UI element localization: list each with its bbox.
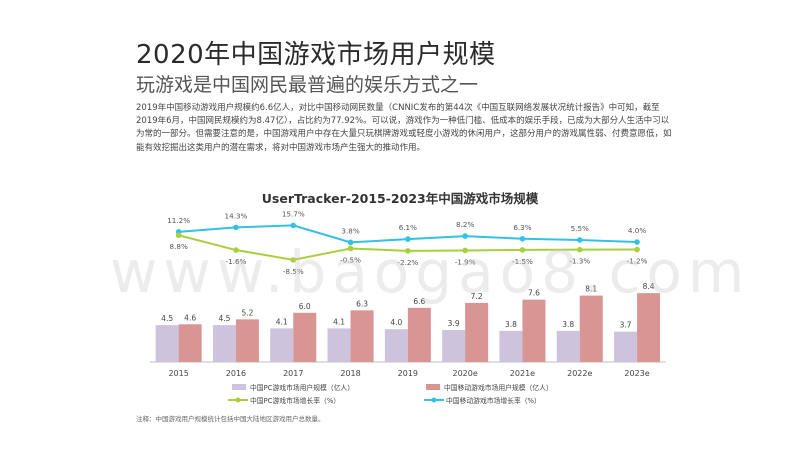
bar-mobile-label: 6.3 <box>356 299 368 308</box>
page-title: 2020年中国游戏市场用户规模 <box>136 40 496 70</box>
pc-rate-label: -2.2% <box>397 258 418 267</box>
bar-pc <box>155 325 179 362</box>
bar-mobile <box>465 302 489 362</box>
bar-pc <box>384 329 408 362</box>
x-tick-label: 2021e <box>510 369 535 378</box>
bar-mobile-label: 4.6 <box>184 313 196 322</box>
bar-pc-label: 4.1 <box>276 317 288 326</box>
mobile-rate-point <box>519 236 526 242</box>
legend-marker-pc-rate <box>235 397 241 403</box>
pc-rate-point <box>233 247 239 253</box>
pc-rate-point <box>634 246 640 253</box>
bar-pc-label: 4.5 <box>218 314 230 323</box>
x-tick-label: 2023e <box>624 369 649 378</box>
bar-pc <box>442 330 466 362</box>
mobile-rate-point <box>405 236 411 242</box>
pc-rate-label: -1.2% <box>627 256 648 265</box>
pc-rate-label: -1.5% <box>512 257 533 266</box>
pc-rate-label: -8.5% <box>283 267 304 276</box>
bar-mobile <box>522 299 546 362</box>
bar-pc <box>212 325 236 362</box>
legend-marker-mobile-rate <box>431 397 437 403</box>
mobile-rate-point <box>634 239 640 245</box>
pc-rate-label: -1.3% <box>569 257 590 266</box>
chart-title: UserTracker-2015-2023年中国游戏市场规模 <box>261 191 539 206</box>
legend-label-pc: 中国PC游戏市场用户规模（亿人） <box>250 383 354 392</box>
bar-mobile <box>293 312 317 362</box>
bar-pc <box>270 328 294 362</box>
legend-label-mobile: 中国移动游戏市场用户规模（亿人） <box>444 383 553 392</box>
x-tick-label: 2020e <box>453 369 478 378</box>
pc-rate-point <box>405 248 411 254</box>
legend-label-pc-rate: 中国PC游戏市场增长率（%） <box>250 396 340 405</box>
bar-mobile-label: 5.2 <box>241 308 253 317</box>
mobile-rate-label: 6.1% <box>399 223 417 232</box>
page-subtitle: 玩游戏是中国网民最普遍的娱乐方式之一 <box>136 74 479 96</box>
bar-mobile-label: 7.6 <box>528 289 540 298</box>
bar-pc <box>614 331 638 362</box>
mobile-rate-label: 4.0% <box>628 226 646 235</box>
bar-pc-label: 4.0 <box>390 318 402 327</box>
bar-mobile-label: 6.0 <box>299 302 311 311</box>
x-tick-label: 2017 <box>283 369 303 378</box>
mobile-rate-point <box>290 222 297 229</box>
pc-rate-label: 8.8% <box>170 242 188 251</box>
x-tick-label: 2018 <box>340 369 360 378</box>
bar-mobile-label: 7.2 <box>471 292 483 301</box>
mobile-rate-point <box>462 233 468 239</box>
bar-pc-label: 4.1 <box>333 317 345 326</box>
bar-mobile <box>579 295 603 362</box>
bar-mobile <box>637 293 661 362</box>
mobile-rate-label: 8.2% <box>456 220 474 229</box>
bar-pc <box>556 330 580 362</box>
pc-rate-point <box>576 246 583 253</box>
mobile-rate-point <box>347 239 354 246</box>
bar-pc <box>327 328 351 362</box>
pc-rate-point <box>175 232 182 239</box>
pc-rate-label: -0.5% <box>340 255 361 264</box>
body-paragraph: 2019年中国移动游戏用户规模约6.6亿人，对比中国移动网民数量（CNNIC发布… <box>136 103 672 153</box>
bar-pc-label: 3.8 <box>562 320 574 329</box>
bar-pc <box>499 330 523 362</box>
pc-rate-point <box>347 245 354 252</box>
mobile-rate-label: 14.3% <box>225 211 248 220</box>
mobile-rate-label: 11.2% <box>167 216 190 225</box>
mobile-rate-point <box>233 224 239 231</box>
bar-mobile <box>178 324 202 362</box>
mobile-rate-label: 6.3% <box>513 223 531 232</box>
pc-rate-label: -1.9% <box>455 257 476 266</box>
bar-mobile-label: 8.1 <box>585 285 597 294</box>
pc-rate-point <box>290 257 297 263</box>
legend-swatch-mobile <box>426 384 440 390</box>
bar-mobile <box>235 319 259 362</box>
pc-rate-point <box>519 247 526 253</box>
legend-swatch-pc <box>232 384 246 390</box>
bar-pc-label: 3.7 <box>620 321 632 330</box>
bar-mobile-label: 6.6 <box>413 297 425 306</box>
mobile-rate-label: 3.8% <box>341 226 359 235</box>
bar-mobile <box>350 310 374 362</box>
x-tick-label: 2022e <box>567 369 592 378</box>
bar-mobile-label: 8.4 <box>643 282 655 291</box>
chart-note: 注释：中国游戏用户规模统计包括中国大陆地区游戏用户总数量。 <box>136 415 325 423</box>
mobile-rate-label: 5.5% <box>571 224 589 233</box>
x-tick-label: 2019 <box>398 369 418 378</box>
pc-rate-label: -1.6% <box>226 257 247 266</box>
mobile-rate-label: 15.7% <box>282 209 305 218</box>
pc-rate-point <box>462 247 468 254</box>
bar-pc-label: 4.5 <box>161 314 173 323</box>
mobile-rate-point <box>576 237 583 243</box>
bar-mobile <box>407 307 431 362</box>
legend-label-mobile-rate: 中国移动游戏市场增长率（%） <box>446 396 541 405</box>
bar-pc-label: 3.8 <box>505 320 517 329</box>
x-tick-label: 2015 <box>168 369 188 378</box>
x-tick-label: 2016 <box>226 369 246 378</box>
bar-pc-label: 3.9 <box>448 319 460 328</box>
